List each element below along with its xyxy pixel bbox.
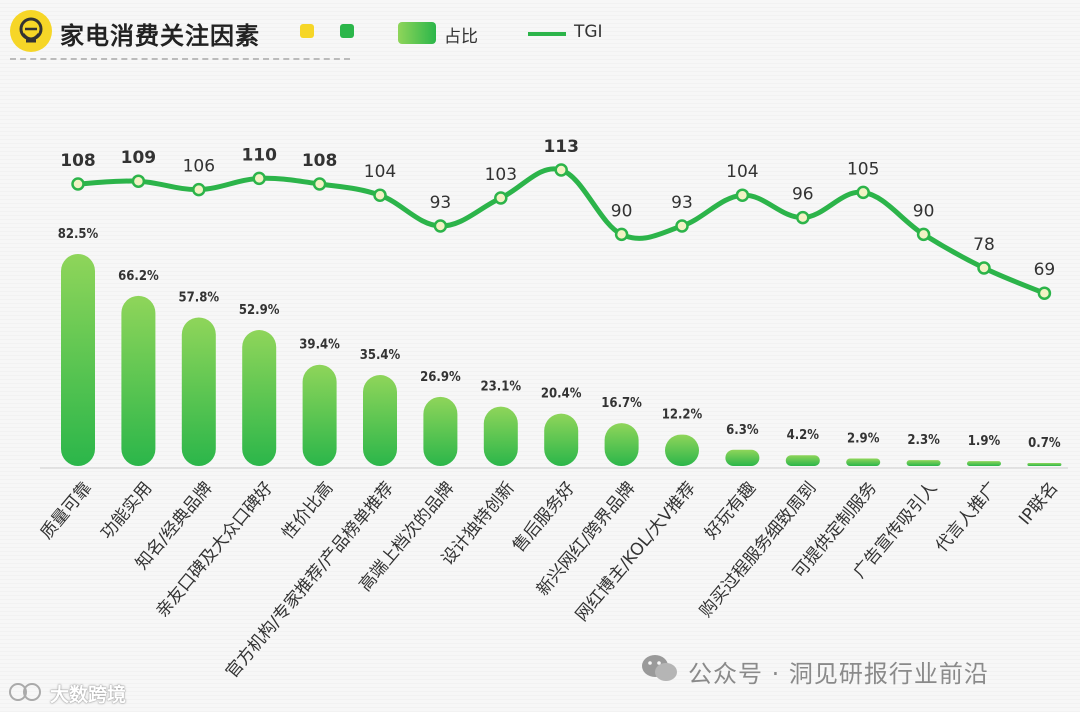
bar-value-label: 82.5%	[58, 227, 99, 242]
bar-12	[725, 449, 760, 466]
source-text: 大数跨境	[50, 684, 127, 706]
tgi-line	[75, 166, 1047, 296]
tgi-point-14	[856, 185, 870, 200]
bar-8	[483, 406, 518, 466]
wechat-account-text: 公众号 · 洞见研报行业前沿	[688, 660, 989, 688]
source-logo-icon	[9, 683, 41, 701]
tgi-point-10	[614, 227, 629, 242]
tgi-value-label: 78	[973, 235, 995, 255]
bar-value-label: 52.9%	[239, 303, 280, 318]
tgi-value-label: 110	[241, 145, 277, 165]
bar-value-label: 1.9%	[968, 434, 1001, 449]
bar-5	[302, 364, 337, 466]
tgi-value-label: 93	[430, 193, 452, 213]
category-label: 功能实用	[97, 478, 156, 543]
category-label: 质量可靠	[37, 478, 96, 543]
tgi-value-label: 109	[121, 148, 157, 168]
bar-value-label: 26.9%	[420, 370, 461, 385]
category-label: 代言人推广	[932, 478, 1002, 556]
category-label: IP联名	[1015, 478, 1062, 529]
bar-4	[242, 330, 277, 466]
tgi-point-6	[373, 188, 387, 202]
bar-value-label: 16.7%	[601, 396, 642, 411]
bar-7	[423, 396, 458, 466]
title-divider	[10, 58, 350, 60]
bar-value-label: 2.3%	[907, 433, 940, 448]
bar-value-label: 12.2%	[662, 408, 703, 423]
legend-swatch-yellow	[300, 24, 314, 38]
bar-value-label: 4.2%	[787, 428, 820, 443]
bar-15	[906, 460, 941, 466]
legend-swatch-green	[340, 24, 354, 38]
bar-value-label: 66.2%	[118, 269, 159, 284]
tgi-value-label: 96	[792, 185, 814, 205]
category-label: 性价比高	[278, 478, 337, 543]
brain-bulb-icon	[19, 17, 43, 43]
bar-value-label: 0.7%	[1028, 436, 1061, 451]
tgi-value-label: 104	[726, 162, 758, 182]
bar-11	[665, 434, 699, 466]
tgi-value-label: 106	[183, 157, 215, 177]
chart-title: 家电消费关注因素	[60, 22, 260, 50]
tgi-point-3	[192, 182, 206, 197]
tgi-point-16	[977, 261, 991, 275]
bar-17	[1027, 463, 1062, 466]
bar-value-label: 23.1%	[481, 380, 522, 395]
legend-label-share: 占比	[444, 27, 478, 47]
bar-9	[544, 413, 579, 466]
legend-line-swatch	[528, 32, 566, 36]
tgi-value-label: 90	[913, 201, 935, 221]
bar-value-label: 39.4%	[299, 338, 340, 353]
category-label: 网红博主/KOL/大V推荐	[572, 478, 700, 625]
bar-value-label: 20.4%	[541, 387, 582, 402]
tgi-value-label: 103	[485, 165, 517, 185]
legend-item-tgi: TGI	[528, 22, 628, 46]
logo-badge	[10, 10, 52, 52]
wechat-watermark: 公众号 · 洞见研报行业前沿	[640, 652, 1060, 688]
tgi-value-label: 108	[60, 151, 96, 171]
legend-bar-swatch	[398, 22, 436, 44]
bar-10	[604, 423, 639, 466]
bar-14	[846, 458, 881, 466]
legend-item-share: 占比	[398, 22, 498, 47]
category-label: 亲友口碑及大众口碑好	[152, 478, 277, 621]
tgi-value-label: 113	[543, 137, 579, 157]
bar-value-label: 57.8%	[179, 290, 220, 305]
bar-3	[181, 317, 216, 466]
legend-label-tgi: TGI	[574, 22, 603, 42]
tgi-value-label: 104	[364, 162, 396, 182]
tgi-point-4	[252, 171, 266, 186]
tgi-point-7	[433, 219, 448, 233]
tgi-value-label: 108	[302, 151, 338, 171]
tgi-value-label: 90	[611, 201, 633, 221]
bar-16	[967, 461, 1001, 466]
bar-value-label: 6.3%	[726, 423, 759, 438]
tgi-point-11	[675, 219, 689, 233]
tgi-point-17	[1037, 286, 1052, 300]
wechat-icon	[642, 655, 677, 681]
bar-6	[363, 375, 397, 466]
tgi-value-label: 93	[671, 193, 693, 213]
category-label: 购买过程服务细致周到	[696, 478, 821, 621]
source-watermark: 大数跨境	[8, 680, 158, 706]
bar-2	[121, 295, 156, 466]
tgi-value-label: 69	[1034, 260, 1056, 280]
tgi-point-13	[796, 210, 810, 225]
chart-header: 家电消费关注因素	[10, 10, 360, 60]
bar-value-label: 35.4%	[360, 348, 401, 363]
tgi-value-label: 105	[847, 159, 879, 179]
tgi-point-15	[916, 227, 931, 242]
tgi-point-8	[494, 191, 508, 205]
bar-1	[61, 253, 95, 466]
bar-value-label: 2.9%	[847, 432, 880, 447]
tgi-point-12	[735, 188, 750, 202]
tgi-point-1	[71, 177, 85, 191]
tgi-point-9	[554, 163, 568, 177]
category-label: 好玩有趣	[701, 478, 760, 543]
bar-13	[785, 455, 820, 466]
tgi-point-5	[312, 177, 327, 191]
tgi-point-2	[131, 174, 146, 188]
